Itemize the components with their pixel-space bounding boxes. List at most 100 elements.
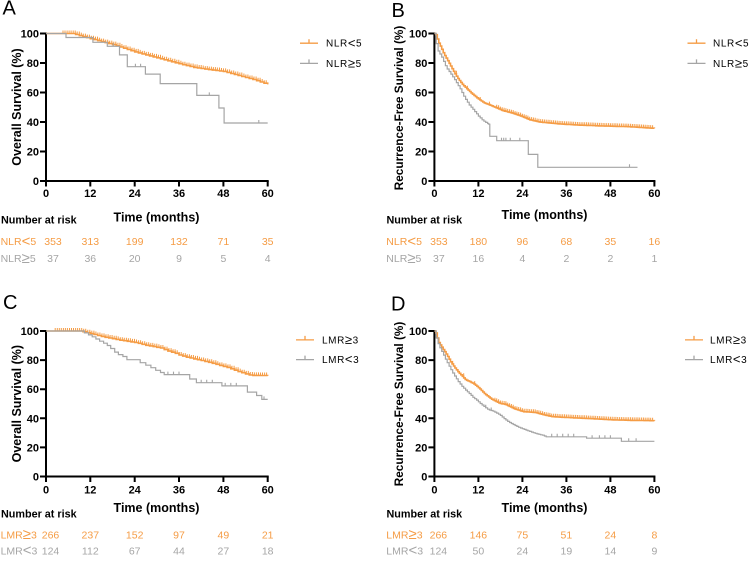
svg-text:100: 100 [409, 326, 427, 338]
svg-text:0: 0 [421, 176, 427, 188]
svg-text:60: 60 [262, 485, 274, 497]
svg-text:80: 80 [27, 355, 39, 367]
svg-text:NLR≥5: NLR≥5 [713, 56, 749, 71]
svg-text:Time (months): Time (months) [502, 208, 588, 222]
svg-text:60: 60 [27, 88, 39, 100]
svg-text:Number at risk: Number at risk [387, 214, 464, 226]
svg-text:36: 36 [560, 188, 572, 200]
svg-text:1: 1 [651, 253, 657, 265]
svg-text:24: 24 [517, 545, 529, 557]
svg-text:Time (months): Time (months) [502, 501, 588, 515]
svg-text:Overall Survival (%): Overall Survival (%) [10, 48, 24, 165]
svg-text:0: 0 [33, 176, 39, 188]
svg-text:237: 237 [82, 529, 100, 541]
svg-text:5: 5 [220, 253, 226, 265]
svg-text:LMR<3: LMR<3 [710, 352, 747, 367]
svg-text:80: 80 [415, 355, 427, 367]
svg-text:67: 67 [129, 545, 141, 557]
svg-text:LMR<3: LMR<3 [1, 542, 38, 557]
svg-text:353: 353 [430, 236, 448, 248]
svg-text:132: 132 [170, 236, 188, 248]
svg-text:68: 68 [561, 236, 573, 248]
svg-text:199: 199 [126, 236, 144, 248]
svg-text:27: 27 [218, 545, 230, 557]
svg-text:353: 353 [44, 236, 62, 248]
svg-text:14: 14 [605, 545, 617, 557]
svg-text:37: 37 [47, 253, 59, 265]
svg-text:20: 20 [27, 147, 39, 159]
svg-text:152: 152 [126, 529, 144, 541]
svg-text:B: B [392, 0, 405, 22]
svg-text:40: 40 [27, 117, 39, 129]
svg-text:Number at risk: Number at risk [387, 509, 464, 521]
svg-text:9: 9 [651, 545, 657, 557]
svg-text:51: 51 [561, 529, 573, 541]
svg-text:80: 80 [415, 58, 427, 70]
svg-text:20: 20 [27, 442, 39, 454]
svg-text:20: 20 [415, 147, 427, 159]
svg-text:C: C [3, 292, 17, 314]
svg-text:146: 146 [470, 529, 488, 541]
svg-text:180: 180 [470, 236, 488, 248]
svg-text:16: 16 [473, 253, 485, 265]
svg-text:2: 2 [563, 253, 569, 265]
svg-text:36: 36 [560, 485, 572, 497]
svg-text:20: 20 [129, 253, 141, 265]
svg-text:2: 2 [607, 253, 613, 265]
svg-text:44: 44 [173, 545, 185, 557]
svg-text:12: 12 [472, 188, 484, 200]
svg-text:12: 12 [84, 485, 96, 497]
svg-text:NLR<5: NLR<5 [386, 233, 422, 250]
svg-text:50: 50 [473, 545, 485, 557]
svg-text:40: 40 [415, 117, 427, 129]
svg-text:Recurrence-Free Survival (%): Recurrence-Free Survival (%) [392, 26, 406, 191]
svg-text:80: 80 [27, 58, 39, 70]
svg-text:35: 35 [262, 236, 274, 248]
svg-text:NLR<5: NLR<5 [1, 233, 37, 250]
svg-text:71: 71 [218, 236, 230, 248]
svg-text:36: 36 [84, 253, 96, 265]
svg-text:4: 4 [265, 253, 271, 265]
svg-text:A: A [3, 0, 17, 20]
svg-text:0: 0 [431, 485, 437, 497]
svg-text:Number at risk: Number at risk [1, 509, 78, 521]
svg-text:266: 266 [42, 529, 60, 541]
svg-text:LMR≥3: LMR≥3 [322, 332, 359, 347]
svg-text:Number at risk: Number at risk [1, 214, 78, 226]
svg-text:48: 48 [217, 485, 229, 497]
svg-text:24: 24 [129, 188, 142, 200]
svg-text:19: 19 [561, 545, 573, 557]
svg-text:LMR<3: LMR<3 [322, 352, 359, 367]
svg-text:124: 124 [430, 545, 448, 557]
svg-text:97: 97 [173, 529, 185, 541]
svg-text:75: 75 [517, 529, 529, 541]
svg-text:49: 49 [218, 529, 230, 541]
svg-text:124: 124 [42, 545, 60, 557]
svg-text:100: 100 [21, 326, 39, 338]
svg-text:0: 0 [421, 472, 427, 484]
svg-text:48: 48 [217, 188, 229, 200]
svg-text:36: 36 [173, 485, 185, 497]
svg-text:100: 100 [21, 29, 39, 41]
svg-text:NLR≥5: NLR≥5 [326, 56, 362, 71]
svg-text:48: 48 [604, 188, 616, 200]
svg-text:NLR<5: NLR<5 [326, 35, 362, 50]
svg-text:4: 4 [519, 253, 525, 265]
svg-text:60: 60 [648, 485, 660, 497]
svg-text:LMR≥3: LMR≥3 [1, 526, 37, 543]
svg-text:100: 100 [409, 29, 427, 41]
svg-text:266: 266 [430, 529, 448, 541]
svg-text:LMR≥3: LMR≥3 [386, 526, 422, 543]
svg-text:20: 20 [415, 442, 427, 454]
svg-text:60: 60 [27, 384, 39, 396]
svg-text:0: 0 [431, 188, 437, 200]
svg-text:LMR<3: LMR<3 [386, 542, 423, 557]
svg-text:Time (months): Time (months) [114, 211, 200, 225]
svg-text:36: 36 [173, 188, 185, 200]
svg-text:24: 24 [605, 529, 617, 541]
svg-text:NLR≥5: NLR≥5 [386, 250, 421, 267]
svg-text:24: 24 [516, 188, 529, 200]
svg-text:60: 60 [648, 188, 660, 200]
svg-text:0: 0 [43, 188, 49, 200]
svg-text:Recurrence-Free Survival (%): Recurrence-Free Survival (%) [392, 322, 406, 487]
